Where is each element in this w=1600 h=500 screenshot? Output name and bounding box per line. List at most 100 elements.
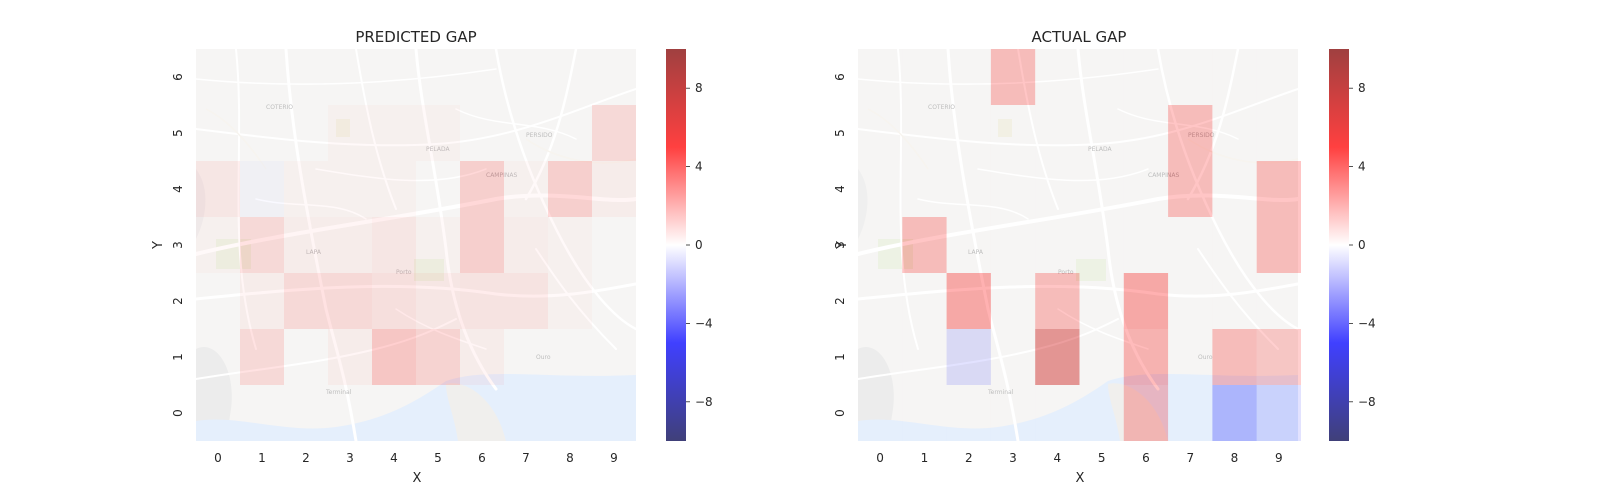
x-tick-label: 8 bbox=[566, 451, 574, 465]
colorbar: −8 −4 0 4 8 bbox=[1329, 49, 1376, 441]
heatmap-cell-x0-y5 bbox=[858, 105, 903, 161]
heatmap-cell-x4-y4 bbox=[372, 161, 416, 217]
heatmap-cell-x9-y5 bbox=[1256, 105, 1301, 161]
x-tick-label: 0 bbox=[214, 451, 222, 465]
heatmap-cell-x4-y0 bbox=[1035, 385, 1080, 441]
heatmap-cell-x4-y2 bbox=[372, 273, 416, 329]
heatmap-cell-x4-y1 bbox=[372, 329, 416, 385]
heatmap-cell-x0-y3 bbox=[196, 217, 240, 273]
x-tick-label: 6 bbox=[478, 451, 486, 465]
heatmap-cell-x3-y4 bbox=[990, 161, 1036, 217]
heatmap-cell-x6-y6 bbox=[460, 49, 504, 105]
heatmap-cell-x8-y5 bbox=[1212, 105, 1257, 161]
heatmap-cell-x8-y6 bbox=[1212, 49, 1257, 105]
colorbar: −8 −4 0 4 8 bbox=[666, 49, 713, 441]
heatmap-cell-x7-y3 bbox=[504, 217, 548, 273]
heatmap-cell-x7-y0 bbox=[1168, 385, 1213, 441]
heatmap-cell-x7-y5 bbox=[504, 105, 548, 161]
heatmap-cell-x1-y5 bbox=[902, 105, 947, 161]
x-tick-label: 5 bbox=[1098, 451, 1106, 465]
heatmap-cell-x5-y1 bbox=[416, 329, 460, 385]
y-tick-label: 1 bbox=[171, 353, 185, 361]
heatmap-cell-x1-y3 bbox=[240, 217, 284, 273]
heatmap-cell-x6-y2 bbox=[460, 273, 504, 329]
heatmap-cell-x4-y4 bbox=[1035, 161, 1080, 217]
heatmap-cell-x3-y6 bbox=[328, 49, 372, 105]
heatmap-cell-x4-y3 bbox=[372, 217, 416, 273]
heatmap-cell-x8-y4 bbox=[548, 161, 592, 217]
heatmap-cell-x2-y6 bbox=[284, 49, 328, 105]
heatmap-cell-x3-y4 bbox=[328, 161, 372, 217]
x-tick-label: 9 bbox=[1275, 451, 1283, 465]
heatmap-cell-x8-y2 bbox=[1212, 273, 1257, 329]
heatmap-cell-x4-y6 bbox=[372, 49, 416, 105]
heatmap-cell-x3-y0 bbox=[328, 385, 372, 441]
heatmap-cell-x8-y1 bbox=[548, 329, 592, 385]
colorbar-ticks: −8 −4 0 4 8 bbox=[686, 81, 713, 409]
heatmap-cell-x8-y0 bbox=[1212, 385, 1257, 441]
heatmap-cell-x1-y1 bbox=[240, 329, 284, 385]
y-tick-labels: 0 1 2 3 4 5 6 bbox=[833, 73, 847, 417]
heatmap-cell-x3-y0 bbox=[990, 385, 1036, 441]
y-tick-labels: 0 1 2 3 4 5 6 bbox=[171, 73, 185, 417]
heatmap-cell-x0-y3 bbox=[858, 217, 903, 273]
heatmap-cell-x0-y6 bbox=[858, 49, 903, 105]
heatmap-cell-x7-y0 bbox=[504, 385, 548, 441]
colorbar-gradient bbox=[666, 49, 686, 441]
heatmap-cell-x2-y6 bbox=[946, 49, 991, 105]
x-tick-label: 7 bbox=[1186, 451, 1194, 465]
heatmap-cell-x3-y1 bbox=[990, 329, 1036, 385]
heatmap-actual: ACTUAL GAP 0 1 2 3 4 5 6 7 8 9 0 1 2 3 4 5 6 X Y −8 −4 0 4… bbox=[833, 28, 1376, 486]
heatmap-cell-x0-y1 bbox=[858, 329, 903, 385]
heatmap-cell-x8-y2 bbox=[548, 273, 592, 329]
y-tick-label: 2 bbox=[171, 297, 185, 305]
x-tick-label: 1 bbox=[258, 451, 266, 465]
heatmap-cell-x3-y1 bbox=[328, 329, 372, 385]
heatmap-cell-x2-y4 bbox=[946, 161, 991, 217]
heatmap-cell-x7-y3 bbox=[1168, 217, 1213, 273]
heatmap-cell-x6-y4 bbox=[1123, 161, 1169, 217]
heatmap-cell-x9-y6 bbox=[592, 49, 636, 105]
x-tick-label: 4 bbox=[390, 451, 398, 465]
heatmap-cell-x7-y1 bbox=[504, 329, 548, 385]
y-tick-label: 5 bbox=[171, 129, 185, 137]
heatmap-cell-x0-y2 bbox=[858, 273, 903, 329]
colorbar-tick-label: 0 bbox=[695, 238, 703, 252]
x-tick-label: 2 bbox=[965, 451, 973, 465]
heatmap-cell-x8-y4 bbox=[1212, 161, 1257, 217]
heatmap-cell-x5-y4 bbox=[1079, 161, 1124, 217]
heatmap-cell-x3-y2 bbox=[328, 273, 372, 329]
y-tick-label: 0 bbox=[833, 409, 847, 417]
heatmap-cell-x4-y3 bbox=[1035, 217, 1080, 273]
heatmap-cell-x7-y2 bbox=[504, 273, 548, 329]
x-axis-label: X bbox=[413, 471, 422, 486]
heatmap-cell-x8-y3 bbox=[1212, 217, 1257, 273]
heatmap-cell-x5-y0 bbox=[416, 385, 460, 441]
heatmap-cell-x5-y1 bbox=[1079, 329, 1124, 385]
heatmap-cell-x1-y6 bbox=[240, 49, 284, 105]
heatmap-cell-x7-y2 bbox=[1168, 273, 1213, 329]
x-tick-label: 7 bbox=[522, 451, 530, 465]
heatmap-cell-x6-y5 bbox=[460, 105, 504, 161]
x-tick-label: 3 bbox=[346, 451, 354, 465]
heatmap-cell-x6-y4 bbox=[460, 161, 504, 217]
heatmap-cell-x6-y0 bbox=[460, 385, 504, 441]
heatmap-cell-x5-y5 bbox=[1079, 105, 1124, 161]
heatmap-cell-x5-y0 bbox=[1079, 385, 1124, 441]
heatmap-cell-x6-y0 bbox=[1123, 385, 1169, 441]
heatmap-cell-x1-y5 bbox=[240, 105, 284, 161]
heatmap-cell-x5-y4 bbox=[416, 161, 460, 217]
x-tick-label: 5 bbox=[434, 451, 442, 465]
heatmap-cell-x6-y5 bbox=[1123, 105, 1169, 161]
x-tick-labels: 0 1 2 3 4 5 6 7 8 9 bbox=[876, 451, 1282, 465]
x-tick-label: 8 bbox=[1231, 451, 1239, 465]
heatmap-cell-x0-y2 bbox=[196, 273, 240, 329]
chart-title: PREDICTED GAP bbox=[355, 28, 476, 46]
heatmap-cell-x1-y6 bbox=[902, 49, 947, 105]
heatmap-cell-x3-y3 bbox=[328, 217, 372, 273]
colorbar-tick-label: 8 bbox=[1358, 81, 1366, 95]
heatmap-cell-x5-y2 bbox=[1079, 273, 1124, 329]
chart-title: ACTUAL GAP bbox=[1032, 28, 1127, 46]
x-axis-label: X bbox=[1076, 471, 1085, 486]
heatmap-cell-x0-y0 bbox=[858, 385, 903, 441]
